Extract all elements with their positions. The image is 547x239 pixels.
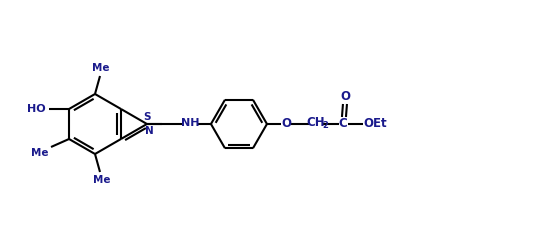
- Text: O: O: [281, 116, 291, 130]
- Text: C: C: [339, 116, 347, 130]
- Text: CH: CH: [307, 116, 325, 129]
- Text: NH: NH: [181, 118, 199, 128]
- Text: O: O: [340, 89, 350, 103]
- Text: N: N: [144, 126, 153, 136]
- Text: OEt: OEt: [363, 116, 387, 130]
- Text: 2: 2: [322, 121, 328, 130]
- Text: HO: HO: [27, 104, 45, 114]
- Text: Me: Me: [93, 175, 110, 185]
- Text: Me: Me: [92, 63, 110, 73]
- Text: Me: Me: [31, 148, 49, 158]
- Text: S: S: [143, 112, 151, 122]
